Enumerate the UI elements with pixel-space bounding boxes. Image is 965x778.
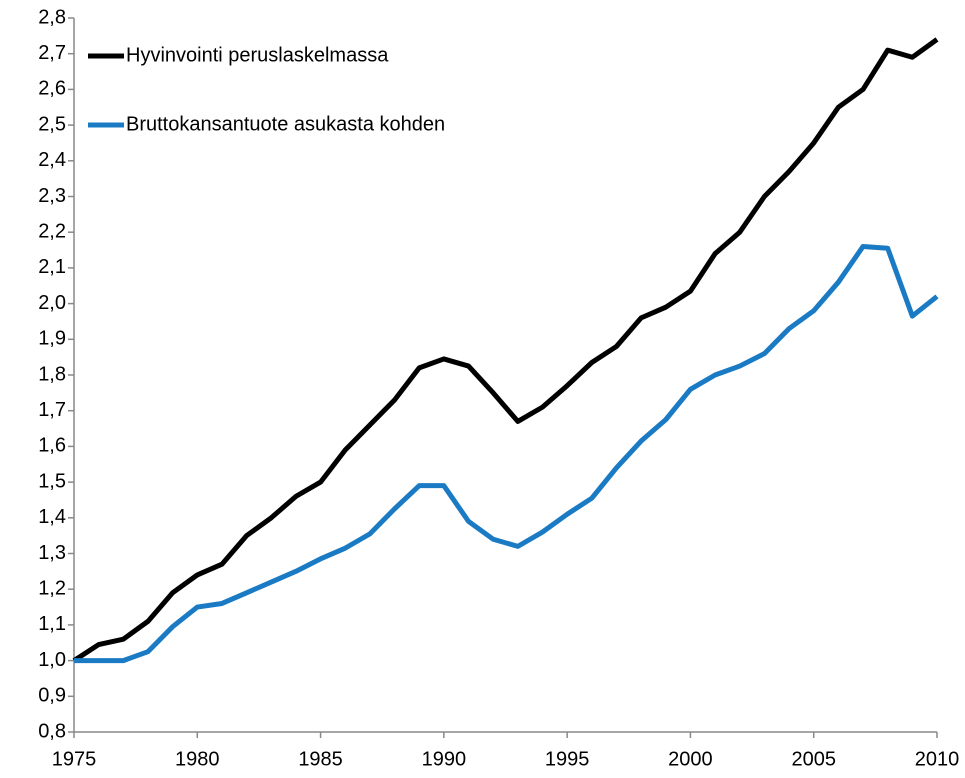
y-tick-label: 2,0 <box>38 292 66 314</box>
x-tick-label: 1990 <box>422 748 467 770</box>
x-tick-label: 2005 <box>791 748 836 770</box>
y-tick-label: 1,3 <box>38 542 66 564</box>
legend: Hyvinvointi peruslaskelmassa Bruttokansan… <box>82 38 512 158</box>
y-tick-label: 1,2 <box>38 577 66 599</box>
x-tick-label: 2010 <box>915 748 960 770</box>
y-tick-label: 1,7 <box>38 399 66 421</box>
y-tick-label: 2,1 <box>38 256 66 278</box>
y-tick-label: 2,5 <box>38 113 66 135</box>
x-tick-label: 2000 <box>668 748 713 770</box>
y-tick-label: 2,7 <box>38 42 66 64</box>
y-tick-label: 2,6 <box>38 78 66 100</box>
legend-label: Hyvinvointi peruslaskelmassa <box>126 44 389 66</box>
y-tick-label: 1,1 <box>38 613 66 635</box>
x-tick-label: 1995 <box>545 748 590 770</box>
x-tick-label: 1975 <box>52 748 97 770</box>
data-line <box>72 37 939 663</box>
y-tick-label: 2,4 <box>38 149 66 171</box>
y-tick-label: 1,4 <box>38 506 66 528</box>
data-line <box>74 243 939 664</box>
y-tick-label: 1,0 <box>38 649 66 671</box>
x-tick-label: 1980 <box>175 748 220 770</box>
y-tick-label: 1,6 <box>38 435 66 457</box>
legend-background <box>82 38 512 158</box>
y-tick-label: 0,8 <box>38 720 66 742</box>
y-tick-label: 1,8 <box>38 363 66 385</box>
y-tick-label: 1,5 <box>38 470 66 492</box>
y-tick-label: 1,9 <box>38 328 66 350</box>
y-tick-label: 2,3 <box>38 185 66 207</box>
y-tick-label: 2,2 <box>38 220 66 242</box>
x-tick-label: 1985 <box>298 748 343 770</box>
y-tick-label: 2,8 <box>38 6 66 28</box>
legend-label: Bruttokansantuote asukasta kohden <box>126 113 445 135</box>
y-tick-label: 0,9 <box>38 685 66 707</box>
